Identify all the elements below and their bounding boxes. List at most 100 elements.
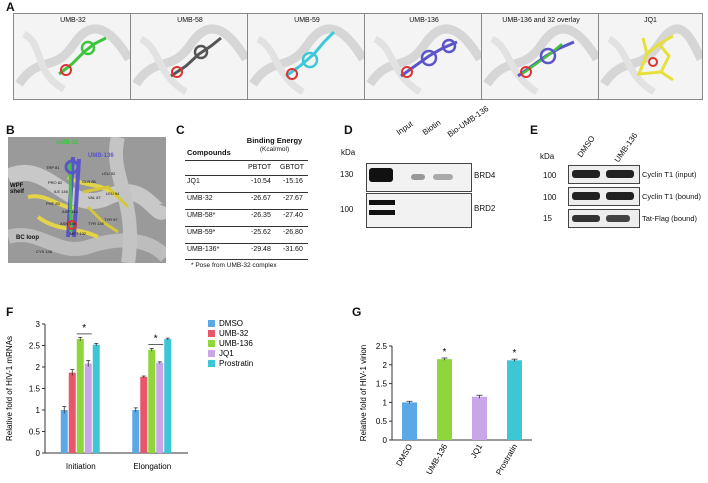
header-binding-energy: Binding Energy — [246, 136, 303, 145]
x-category-label: Initiation — [66, 462, 96, 471]
panel-label-b: B — [6, 123, 15, 137]
panel-label-a: A — [6, 0, 15, 14]
table-footnote: * Pose from UMB-32 complex — [191, 262, 277, 269]
residue-label: LEU 92 — [102, 171, 116, 176]
structure-panel-umb32: UMB-32 — [13, 13, 133, 100]
bar-dmso — [402, 402, 417, 440]
table-rule — [185, 243, 308, 244]
band — [369, 200, 395, 205]
legend-label: Prostratin — [219, 359, 253, 368]
band — [572, 170, 600, 178]
label-bc-loop: BC loop — [16, 235, 39, 241]
structure-image — [366, 24, 483, 95]
band — [369, 210, 395, 215]
compound-name: UMB-58* — [187, 212, 216, 219]
legend-label: DMSO — [219, 319, 243, 328]
y-axis-title: Relative fold of HIV-1 virion — [359, 345, 368, 442]
residue-label: CYS 136 — [36, 249, 53, 254]
residue-label: TYR 97 — [104, 217, 118, 222]
header-pbtot: PBTOT — [248, 164, 272, 171]
table-rule — [185, 209, 308, 210]
table-row: UMB-59* -25.62 -26.80 — [185, 229, 308, 243]
pbtot-value: -29.48 — [251, 246, 271, 253]
structure-image — [132, 24, 249, 95]
y-tick-label: 1 — [383, 398, 388, 407]
band — [572, 215, 600, 222]
bar-dmso — [132, 410, 140, 453]
gbtot-value: -27.40 — [283, 212, 303, 219]
band — [369, 168, 393, 182]
residue-label: PRO 82 — [48, 180, 63, 185]
band — [606, 215, 630, 222]
residue-label: PHE 83 — [46, 201, 60, 206]
panel-title: UMB-58 — [177, 17, 203, 24]
bar-jq1 — [472, 396, 487, 440]
band-label-brd4: BRD4 — [474, 171, 496, 180]
label-umb32: UMB-32 — [56, 140, 79, 146]
header-unit: (Kcal/mol) — [259, 146, 290, 153]
structure-image — [249, 24, 366, 95]
residue-label: LEU 94 — [106, 191, 120, 196]
binding-site-image: UMB-32 UMB-136 WPF shelf BC loop TRP 81 … — [8, 137, 166, 263]
band — [606, 192, 634, 200]
blot-cyclin-input — [568, 165, 640, 184]
table-rule — [185, 226, 308, 227]
significance-marker: * — [82, 323, 86, 334]
structure-image — [15, 24, 132, 93]
x-category-label: DMSO — [394, 443, 414, 468]
gbtot-value: -31.60 — [283, 246, 303, 253]
y-axis-title: Relative fold of HIV-1 mRNAs — [5, 336, 14, 441]
structure-image — [600, 24, 702, 95]
band-label: Cyclin T1 (input) — [642, 170, 697, 179]
structure-panel-overlay: UMB-136 and 32 overlay — [481, 13, 601, 100]
y-tick-label: 0.5 — [376, 417, 388, 426]
pbtot-value: -25.62 — [251, 229, 271, 236]
x-category-label: Prostratin — [494, 443, 519, 477]
significance-marker: * — [154, 334, 158, 345]
lane-label-dmso: DMSO — [575, 134, 597, 159]
panel-label-d: D — [344, 123, 353, 137]
label-umb136: UMB-136 — [88, 153, 114, 159]
bar-umb-136 — [437, 359, 452, 440]
lane-label-biotin: Biotin — [420, 118, 443, 137]
legend-swatch — [208, 320, 215, 327]
table-rule — [185, 192, 308, 193]
y-tick-label: 0 — [36, 449, 41, 458]
gbtot-value: -27.67 — [283, 195, 303, 202]
gbtot-value: -26.80 — [283, 229, 303, 236]
compound-name: JQ1 — [187, 178, 200, 185]
y-tick-label: 1 — [36, 406, 41, 415]
x-category-label: JQ1 — [469, 442, 484, 460]
panel-title: UMB-59 — [294, 17, 320, 24]
panel-title: UMB-136 — [409, 17, 439, 24]
panel-title: UMB-32 — [60, 17, 86, 24]
band — [572, 192, 600, 200]
bar-umb-32 — [68, 372, 76, 453]
residue-label: MET 132 — [70, 231, 87, 236]
structure-panel-umb58: UMB-58 — [130, 13, 250, 100]
significance-marker: * — [513, 348, 517, 359]
gbtot-value: -15.16 — [283, 178, 303, 185]
header-gbtot: GBTOT — [280, 164, 304, 171]
y-tick-label: 2.5 — [29, 342, 41, 351]
legend-swatch — [208, 350, 215, 357]
structure-panel-umb136: UMB-136 — [364, 13, 484, 100]
pbtot-value: -26.67 — [251, 195, 271, 202]
header-compounds: Compounds — [187, 148, 231, 157]
lane-label-umb136: UMB-136 — [612, 131, 640, 164]
pbtot-value: -26.35 — [251, 212, 271, 219]
significance-marker: * — [443, 347, 447, 358]
residue-label: ASP 144 — [62, 209, 78, 214]
legend-swatch — [208, 330, 215, 337]
bar-umb-136 — [76, 339, 84, 453]
y-tick-label: 0.5 — [29, 428, 41, 437]
bar-jq1 — [156, 362, 164, 453]
blot-brd4 — [366, 163, 472, 192]
compound-name: UMB-32 — [187, 195, 213, 202]
band-label-brd2: BRD2 — [474, 204, 496, 213]
lane-label-bio-umb136: Bio-UMB-136 — [445, 104, 491, 139]
bar-umb-32 — [140, 376, 148, 453]
residue-label: TYR 139 — [88, 221, 104, 226]
bar-prostratin — [92, 344, 100, 453]
x-category-label: Elongation — [133, 462, 171, 471]
